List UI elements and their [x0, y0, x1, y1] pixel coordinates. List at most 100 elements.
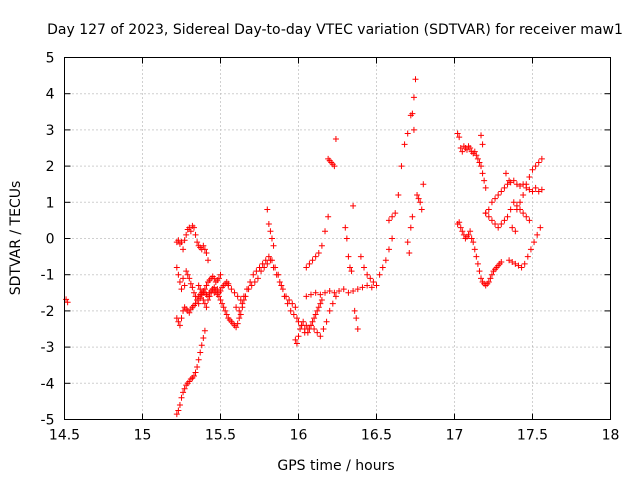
data-point: [293, 340, 300, 347]
data-point: [482, 184, 489, 191]
data-point: [350, 202, 357, 209]
data-point: [293, 315, 300, 322]
data-point: [304, 326, 311, 332]
data-point: [351, 307, 358, 314]
series-upper-1730: [482, 177, 545, 217]
series-rise-1750: [513, 155, 545, 213]
data-point: [406, 249, 413, 256]
data-point: [278, 282, 285, 289]
data-point: [203, 282, 210, 289]
data-point: [307, 322, 314, 329]
data-point: [183, 268, 190, 275]
data-point: [312, 253, 319, 260]
data-point: [186, 309, 193, 316]
data-point: [198, 291, 205, 298]
data-point: [261, 264, 268, 271]
data-point: [495, 192, 502, 199]
data-point: [186, 275, 193, 282]
data-point: [306, 260, 313, 267]
data-point: [343, 235, 350, 242]
data-point: [482, 210, 489, 217]
data-point: [276, 278, 283, 285]
data-point: [346, 264, 353, 271]
data-point: [407, 224, 414, 231]
data-point: [485, 278, 492, 285]
series-low-1670: [404, 213, 416, 256]
data-point: [311, 326, 318, 332]
data-point: [485, 213, 492, 220]
data-point: [279, 286, 286, 293]
data-point: [474, 260, 481, 267]
data-point: [329, 300, 336, 307]
data-point: [314, 307, 321, 314]
data-point: [471, 148, 478, 155]
series-spike-1582: [264, 206, 277, 249]
data-points: [63, 76, 545, 418]
y-tick-label: 3: [46, 123, 55, 139]
data-point: [418, 206, 425, 213]
data-point: [289, 300, 296, 307]
data-point: [538, 155, 545, 162]
data-point: [217, 271, 224, 278]
data-point: [357, 253, 364, 260]
data-point: [268, 235, 275, 242]
data-point: [376, 271, 383, 278]
data-point: [332, 293, 339, 300]
data-point: [180, 275, 187, 282]
data-point: [178, 286, 185, 293]
data-point: [326, 307, 333, 314]
data-point: [524, 253, 531, 260]
data-point: [219, 300, 226, 307]
y-axis-label: SDTVAR / TECUs: [8, 181, 24, 296]
data-point: [312, 289, 319, 296]
data-point: [487, 275, 494, 282]
data-point: [342, 224, 349, 231]
data-point: [521, 260, 528, 267]
data-point: [467, 228, 474, 235]
series-spikes-1630: [342, 202, 361, 332]
series-band-1600-middle: [303, 282, 380, 300]
data-point: [318, 297, 325, 304]
data-point: [325, 213, 332, 220]
data-point: [231, 289, 238, 296]
data-point: [468, 235, 475, 242]
data-point: [368, 284, 375, 291]
data-point: [332, 135, 339, 142]
data-point: [457, 224, 464, 231]
data-point: [254, 275, 261, 282]
data-point: [401, 141, 408, 148]
data-point: [217, 297, 224, 304]
data-point: [309, 257, 316, 264]
chart-title: Day 127 of 2023, Sidereal Day-to-day VTE…: [47, 22, 623, 38]
y-tick-label: 5: [46, 51, 55, 67]
data-point: [201, 246, 208, 253]
data-point: [385, 217, 392, 224]
data-point: [322, 228, 329, 235]
data-point: [501, 217, 508, 224]
data-point: [323, 318, 330, 325]
data-point: [537, 224, 544, 231]
data-point: [290, 311, 297, 318]
data-point: [314, 329, 321, 336]
data-point: [315, 304, 322, 311]
y-tick-label: -5: [41, 413, 55, 429]
data-point: [201, 300, 208, 307]
data-point: [320, 326, 327, 332]
data-point: [236, 315, 243, 322]
data-point: [203, 249, 210, 256]
x-tick-label: 15: [134, 428, 152, 444]
data-point: [523, 213, 530, 220]
data-point: [265, 221, 272, 228]
data-point: [173, 411, 180, 418]
data-point: [178, 315, 185, 322]
data-point: [223, 311, 230, 318]
data-point: [404, 239, 411, 246]
data-point: [197, 349, 204, 356]
data-point: [225, 282, 232, 289]
data-point: [258, 268, 265, 275]
data-point: [205, 257, 212, 264]
data-point: [473, 253, 480, 260]
data-point: [197, 286, 204, 293]
data-point: [498, 259, 505, 266]
data-point: [331, 163, 338, 170]
